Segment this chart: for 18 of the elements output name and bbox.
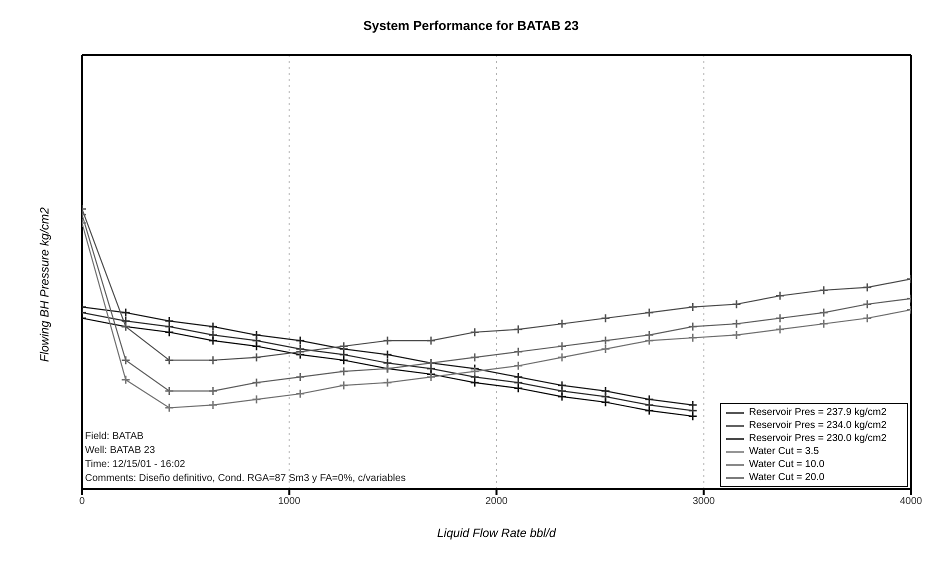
legend-label: Reservoir Pres = 234.0 kg/cm2 [749, 419, 887, 432]
annotation: Comments: Diseño definitivo, Cond. RGA=87 Sm3 y FA=0%, c/variables [85, 472, 406, 486]
x-axis-title: Liquid Flow Rate bbl/d [437, 526, 556, 540]
legend-label: Reservoir Pres = 237.9 kg/cm2 [749, 406, 887, 419]
annotation: Time: 12/15/01 - 16:02 [85, 458, 186, 472]
x-tick-label: 4000 [900, 496, 923, 508]
y-axis-title: Flowing BH Pressure kg/cm2 [37, 206, 52, 362]
legend-label: Water Cut = 10.0 [749, 458, 824, 471]
x-tick-label: 1000 [278, 496, 301, 508]
legend-label: Water Cut = 20.0 [749, 471, 824, 484]
x-tick-label: 3000 [692, 496, 716, 508]
chart-title: System Performance for BATAB 23 [362, 18, 580, 33]
annotation: Well: BATAB 23 [85, 444, 156, 458]
x-tick-label: 2000 [485, 496, 508, 508]
legend-label: Reservoir Pres = 230.0 kg/cm2 [749, 432, 887, 445]
annotation: Field: BATAB [85, 430, 145, 444]
legend-label: Water Cut = 3.5 [749, 445, 819, 458]
x-tick-label: 0 [79, 496, 86, 508]
